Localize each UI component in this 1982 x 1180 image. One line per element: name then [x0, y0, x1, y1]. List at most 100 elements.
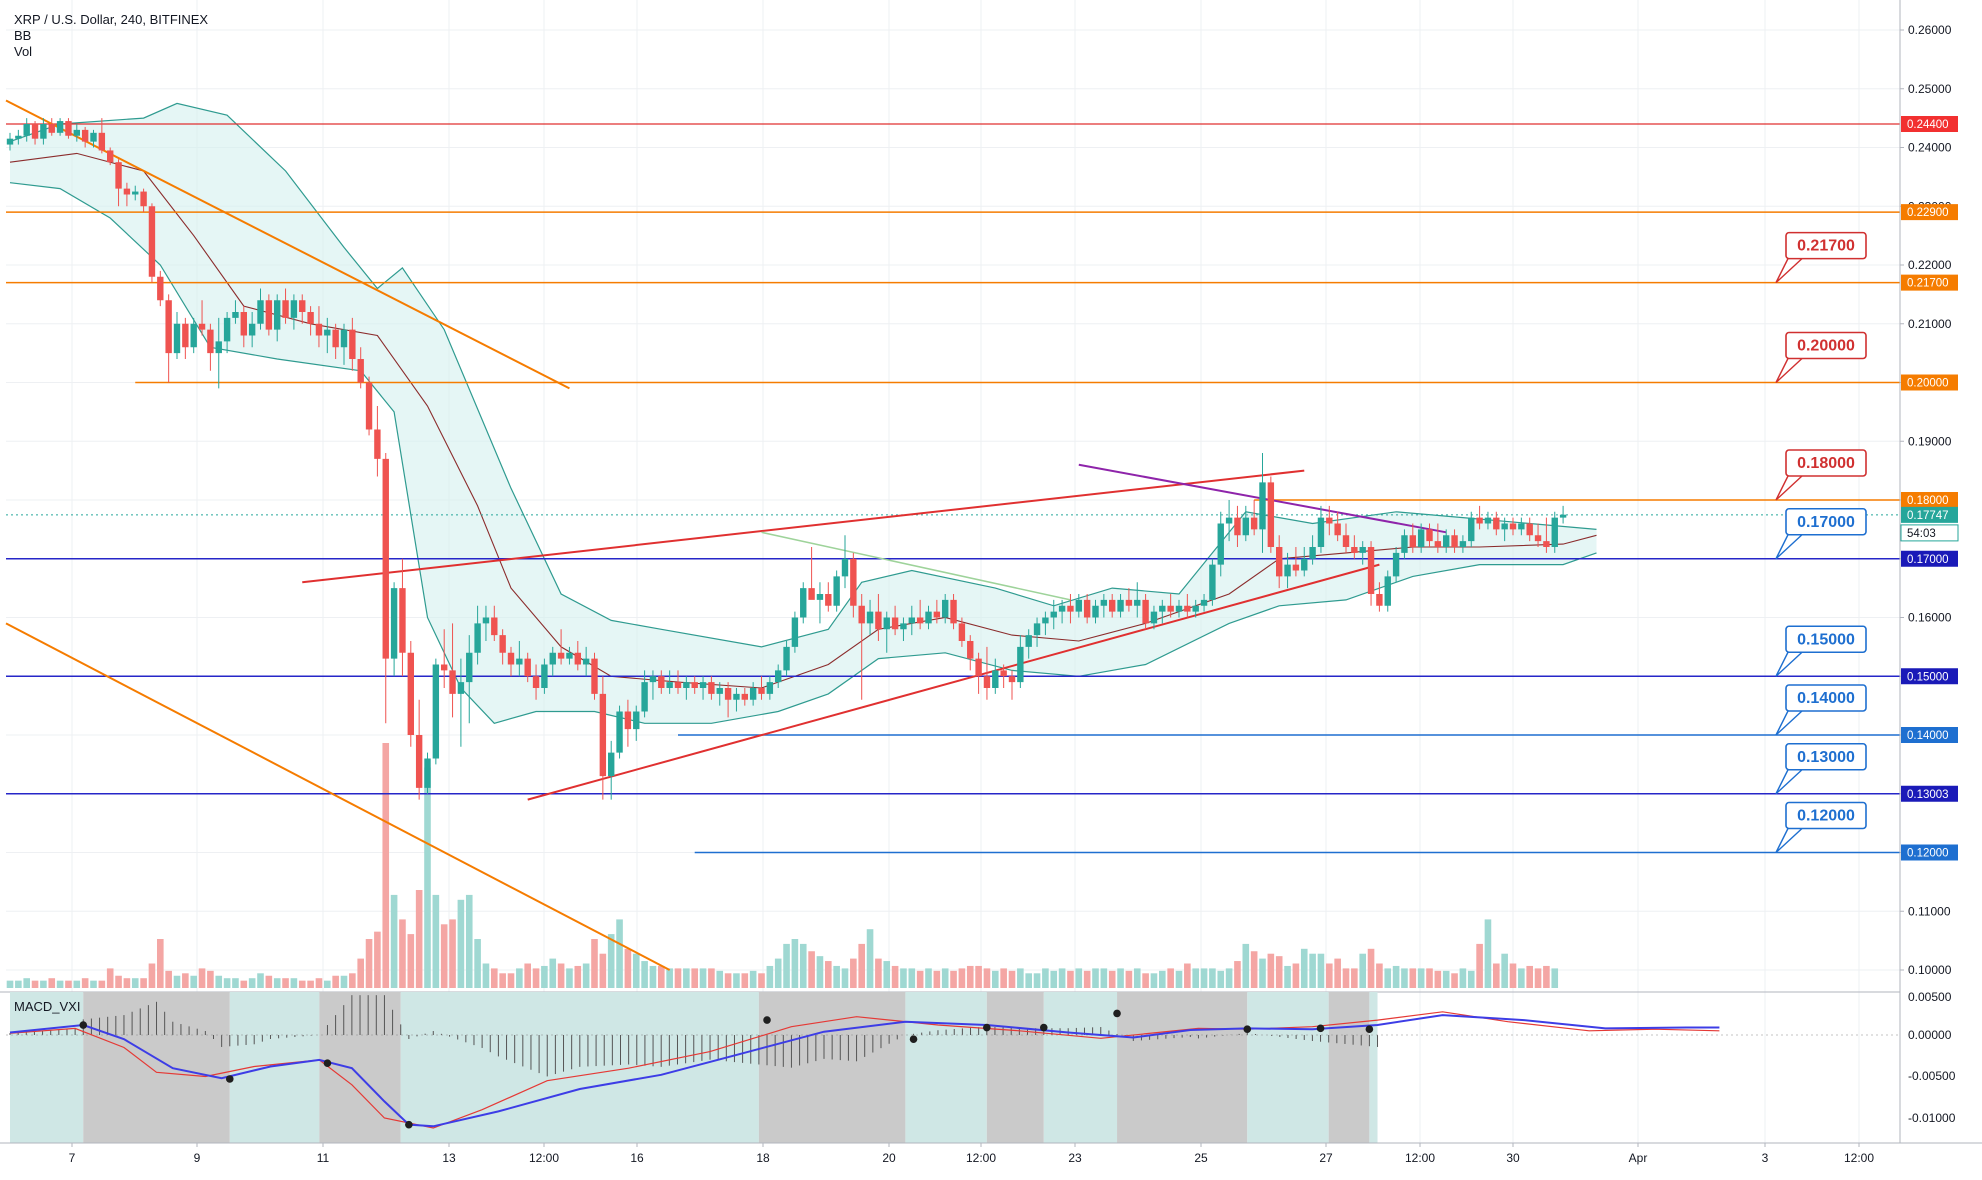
candle[interactable]	[683, 676, 690, 700]
candle[interactable]	[390, 582, 398, 677]
candle[interactable]	[574, 641, 581, 671]
candle[interactable]	[1309, 535, 1316, 565]
candle[interactable]	[674, 670, 682, 694]
candle[interactable]	[691, 676, 698, 694]
candle[interactable]	[775, 664, 782, 689]
candle[interactable]	[1217, 511, 1224, 577]
candle[interactable]	[1484, 511, 1492, 530]
candle[interactable]	[1468, 511, 1475, 547]
candle[interactable]	[357, 347, 364, 389]
candle[interactable]	[591, 652, 598, 700]
candle[interactable]	[1067, 594, 1074, 624]
candle[interactable]	[916, 599, 924, 630]
candle[interactable]	[6, 132, 14, 151]
candle[interactable]	[407, 641, 414, 747]
trendline[interactable]	[302, 469, 1305, 584]
candle[interactable]	[816, 582, 824, 624]
candle[interactable]	[466, 635, 473, 724]
callout[interactable]: 0.15000	[1775, 625, 1867, 677]
candle[interactable]	[1225, 500, 1233, 542]
candle[interactable]	[875, 594, 882, 641]
candle[interactable]	[1526, 517, 1533, 542]
candle[interactable]	[616, 705, 623, 759]
candle[interactable]	[866, 599, 874, 636]
candle[interactable]	[65, 118, 72, 139]
candle[interactable]	[883, 611, 890, 653]
candle[interactable]	[1050, 599, 1057, 630]
candle[interactable]	[1426, 523, 1433, 548]
candle[interactable]	[56, 118, 64, 136]
candle[interactable]	[532, 664, 540, 700]
candle[interactable]	[1242, 505, 1249, 542]
candle[interactable]	[766, 676, 774, 700]
trendline[interactable]	[5, 622, 671, 971]
candle[interactable]	[123, 182, 131, 207]
candle[interactable]	[1401, 529, 1408, 559]
candle[interactable]	[1543, 517, 1550, 553]
candle[interactable]	[1518, 517, 1525, 536]
trendline[interactable]	[761, 531, 1071, 601]
candle[interactable]	[933, 599, 941, 624]
candle[interactable]	[800, 582, 807, 624]
callout[interactable]: 0.21700	[1775, 231, 1867, 284]
candle[interactable]	[1409, 523, 1416, 553]
candle[interactable]	[1033, 617, 1041, 647]
callout[interactable]: 0.13000	[1775, 742, 1867, 795]
candle[interactable]	[1267, 476, 1275, 553]
candle[interactable]	[274, 294, 281, 342]
candle[interactable]	[474, 605, 481, 665]
candle[interactable]	[1443, 529, 1450, 553]
candle[interactable]	[658, 670, 665, 694]
candle[interactable]	[207, 323, 214, 371]
candle[interactable]	[1134, 582, 1141, 618]
candle[interactable]	[40, 118, 47, 145]
candle[interactable]	[1150, 605, 1158, 630]
candle[interactable]	[858, 594, 865, 700]
callout[interactable]: 0.14000	[1775, 684, 1867, 736]
candle[interactable]	[140, 188, 147, 213]
candle[interactable]	[223, 312, 231, 354]
candle[interactable]	[1351, 535, 1358, 559]
candle[interactable]	[81, 126, 89, 148]
candle[interactable]	[1125, 588, 1133, 612]
chart-title[interactable]: XRP / U.S. Dollar, 240, BITFINEX	[14, 12, 209, 27]
candle[interactable]	[449, 623, 456, 718]
callout[interactable]: 0.17000	[1775, 507, 1867, 560]
candle[interactable]	[1376, 582, 1383, 612]
candle[interactable]	[90, 129, 97, 148]
candle[interactable]	[299, 294, 306, 324]
candle[interactable]	[1342, 523, 1350, 553]
callout[interactable]: 0.20000	[1775, 331, 1867, 384]
candle[interactable]	[708, 676, 715, 700]
candle[interactable]	[98, 118, 106, 154]
candle[interactable]	[1434, 523, 1442, 553]
candle[interactable]	[633, 705, 640, 741]
candle[interactable]	[649, 670, 657, 700]
candle[interactable]	[549, 646, 556, 677]
candle[interactable]	[582, 646, 590, 677]
candle[interactable]	[1417, 523, 1425, 553]
candle[interactable]	[424, 752, 431, 794]
candle[interactable]	[557, 629, 565, 665]
candle[interactable]	[1109, 594, 1116, 618]
candle[interactable]	[265, 294, 273, 336]
candle[interactable]	[31, 121, 39, 145]
candle[interactable]	[1367, 541, 1375, 606]
candle[interactable]	[1100, 594, 1108, 618]
candle[interactable]	[507, 646, 515, 677]
candle[interactable]	[15, 129, 22, 145]
candle[interactable]	[1359, 541, 1366, 565]
candle[interactable]	[340, 323, 348, 365]
candle[interactable]	[1509, 517, 1517, 536]
candle[interactable]	[432, 658, 440, 765]
candle[interactable]	[992, 658, 999, 694]
candle[interactable]	[608, 740, 615, 800]
candle[interactable]	[1551, 511, 1558, 553]
candle[interactable]	[850, 552, 857, 618]
candle[interactable]	[1008, 670, 1016, 700]
candle[interactable]	[1209, 558, 1216, 606]
candle[interactable]	[107, 147, 114, 166]
candle[interactable]	[741, 688, 748, 706]
candle[interactable]	[240, 306, 247, 348]
candles[interactable]	[6, 118, 1567, 800]
